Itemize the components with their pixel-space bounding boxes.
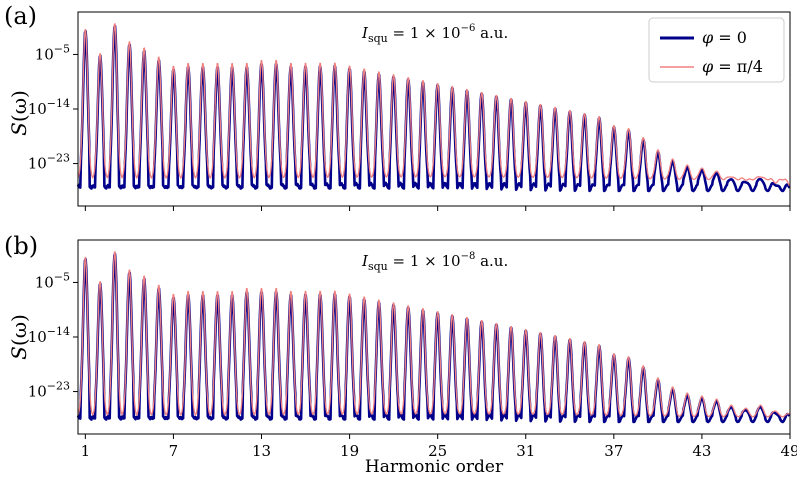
y-tick-label: 10−23 [28,152,70,173]
panel-b-y-ticks: 10−5 10−14 10−23 [28,270,78,401]
y-tick-label: 10−5 [35,42,70,63]
x-tick-label: 13 [252,442,271,460]
x-tick-label: 49 [780,442,797,460]
panel-b-annotation: Isqu = 1 × 10−8 a.u. [361,251,508,273]
panel-a-series [76,23,791,193]
panel-a-annotation: Isqu = 1 × 10−6 a.u. [361,23,508,45]
x-axis-label: Harmonic order [365,457,504,477]
x-tick-label: 19 [340,442,359,460]
x-tick-label: 43 [692,442,711,460]
panel-b-ylabel: S(ω) [7,314,31,360]
panel-a-x-ticks [84,206,791,211]
series-line-phi_pi4 [77,23,791,187]
x-tick-label: 7 [169,442,179,460]
y-tick-label: 10−23 [28,380,70,401]
x-tick-label: 31 [516,442,535,460]
x-tick-label: 1 [81,442,91,460]
x-tick-label: 25 [428,442,447,460]
panel-a-ylabel: S(ω) [7,90,31,136]
panel-b: (b) 10−5 10−14 10−23 1 7 13 19 25 31 37 43 49 Isqu… [4,232,797,477]
panel-a-y-ticks: 10−5 10−14 10−23 [28,42,78,173]
panel-b-label: (b) [4,232,38,260]
legend-label-phi-0: φ = 0 [702,28,747,47]
y-tick-label: 10−5 [35,270,70,291]
series-line-phi_pi4 [77,251,790,418]
legend-box [648,17,785,83]
panel-b-x-ticks: 1 7 13 19 25 31 37 43 49 [81,434,797,460]
panel-a-label: (a) [4,2,37,30]
y-tick-label: 10−14 [28,97,70,118]
x-tick-label: 37 [604,442,623,460]
y-tick-label: 10−14 [28,325,70,346]
legend-label-phi-pi4: φ = π/4 [702,57,763,76]
legend: φ = 0 φ = π/4 [648,17,785,83]
panel-b-series [76,251,791,424]
